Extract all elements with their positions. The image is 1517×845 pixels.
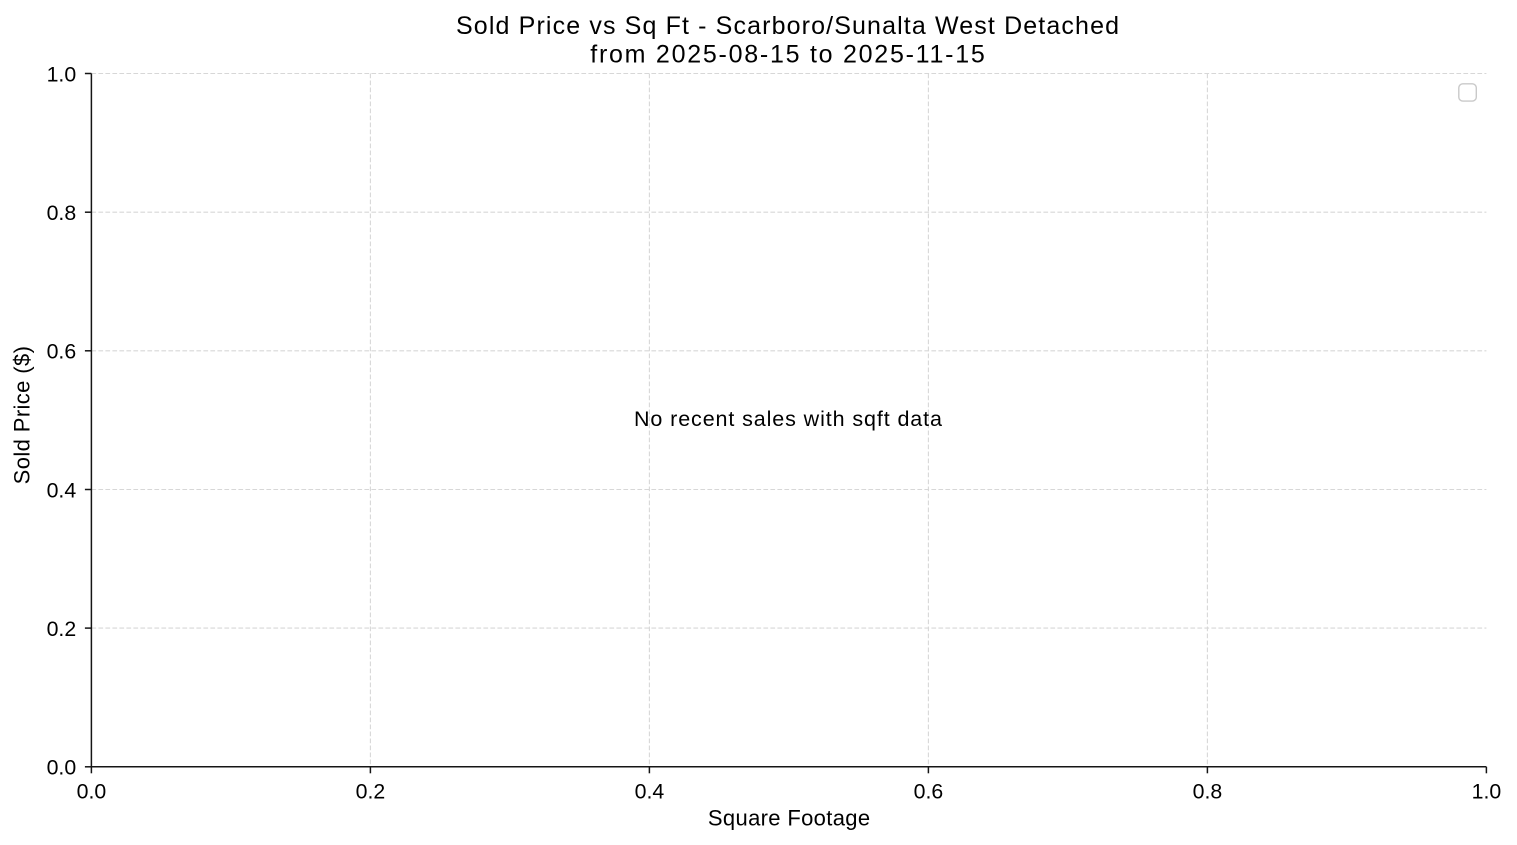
svg-text:0.6: 0.6 bbox=[914, 779, 944, 803]
svg-text:0.2: 0.2 bbox=[47, 617, 77, 641]
svg-text:1.0: 1.0 bbox=[1472, 779, 1502, 803]
svg-text:0.0: 0.0 bbox=[77, 779, 107, 803]
svg-text:0.0: 0.0 bbox=[47, 756, 77, 780]
svg-text:0.2: 0.2 bbox=[356, 779, 386, 803]
svg-text:Sold Price ($): Sold Price ($) bbox=[9, 346, 34, 484]
svg-text:0.8: 0.8 bbox=[47, 201, 77, 225]
svg-text:0.8: 0.8 bbox=[1193, 779, 1223, 803]
svg-text:from 2025-08-15 to 2025-11-15: from 2025-08-15 to 2025-11-15 bbox=[590, 41, 985, 69]
svg-text:Sold Price vs Sq Ft - Scarboro: Sold Price vs Sq Ft - Scarboro/Sunalta W… bbox=[456, 12, 1119, 40]
svg-text:0.6: 0.6 bbox=[47, 340, 77, 364]
svg-text:0.4: 0.4 bbox=[47, 478, 77, 502]
svg-text:0.4: 0.4 bbox=[635, 779, 665, 803]
svg-text:1.0: 1.0 bbox=[47, 62, 77, 86]
svg-text:No recent sales with sqft data: No recent sales with sqft data bbox=[634, 407, 942, 431]
svg-text:Square Footage: Square Footage bbox=[708, 806, 870, 831]
